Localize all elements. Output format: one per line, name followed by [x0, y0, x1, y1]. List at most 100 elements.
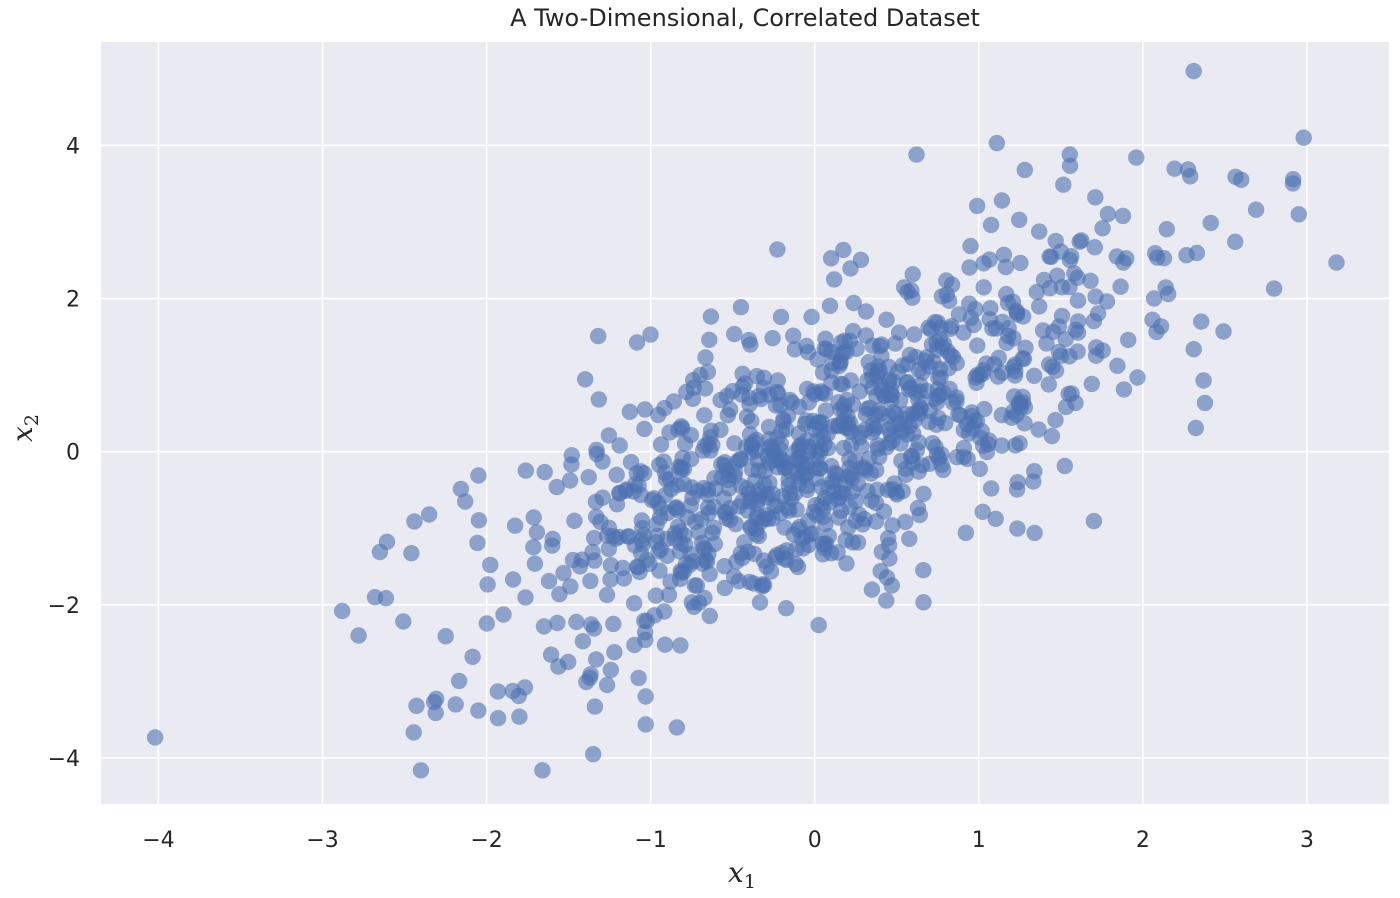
data-point — [840, 468, 857, 485]
data-point — [1112, 278, 1129, 295]
data-point — [551, 586, 568, 603]
data-point — [937, 414, 954, 432]
data-point — [988, 134, 1006, 152]
data-point — [989, 368, 1007, 385]
data-point — [1043, 427, 1061, 445]
data-point — [636, 401, 654, 418]
data-point — [1187, 419, 1205, 437]
x-tick-label: −4 — [142, 828, 174, 853]
data-point — [706, 470, 723, 487]
y-tick-label: −2 — [48, 594, 80, 619]
data-point — [918, 349, 936, 366]
data-point — [776, 458, 793, 476]
data-point — [883, 577, 900, 594]
data-point — [649, 527, 666, 544]
data-point — [897, 460, 914, 478]
data-point — [590, 391, 607, 408]
data-point — [588, 651, 605, 668]
data-point — [1073, 232, 1090, 249]
data-point — [848, 340, 865, 357]
data-point — [633, 512, 650, 529]
data-point — [1147, 245, 1164, 262]
data-point — [544, 537, 561, 554]
data-point — [528, 524, 546, 541]
data-point — [611, 484, 628, 502]
data-point — [611, 437, 628, 454]
data-point — [608, 466, 625, 483]
data-point — [536, 463, 553, 481]
data-point — [700, 435, 717, 452]
data-point — [1233, 171, 1250, 188]
data-point — [803, 308, 820, 326]
data-point — [740, 331, 758, 349]
x-tick-label: 2 — [1136, 828, 1150, 853]
data-point — [769, 383, 786, 401]
data-point — [873, 543, 890, 560]
x-tick-label: −1 — [634, 828, 666, 853]
data-point — [586, 552, 603, 569]
data-point — [1040, 356, 1058, 373]
data-point — [836, 332, 853, 349]
data-point — [975, 437, 992, 454]
data-point — [701, 607, 718, 625]
data-point — [1026, 524, 1043, 542]
data-point — [506, 517, 524, 534]
data-point — [928, 446, 946, 463]
data-point — [732, 450, 749, 468]
data-point — [810, 616, 827, 634]
data-point — [817, 515, 834, 533]
data-point — [727, 516, 744, 533]
data-point — [901, 381, 918, 398]
data-point — [955, 448, 972, 466]
data-point — [482, 556, 499, 574]
data-point — [962, 237, 979, 255]
data-point — [701, 331, 718, 348]
data-point — [840, 519, 857, 536]
data-point — [799, 477, 816, 495]
data-point — [931, 386, 949, 403]
data-point — [870, 363, 887, 381]
data-point — [817, 535, 835, 552]
data-point — [1185, 341, 1202, 358]
data-point — [894, 483, 911, 500]
data-point — [1055, 176, 1072, 193]
data-point — [805, 503, 822, 521]
data-point — [982, 216, 1000, 234]
data-point — [561, 472, 579, 489]
data-point — [1196, 394, 1214, 412]
data-point — [660, 586, 678, 604]
data-point — [655, 453, 672, 470]
data-point — [844, 396, 862, 413]
data-point — [582, 572, 599, 590]
data-point — [831, 357, 848, 374]
data-point — [887, 335, 904, 352]
data-point — [716, 579, 733, 597]
data-point — [620, 528, 638, 545]
data-point — [403, 545, 420, 562]
data-point — [1158, 221, 1176, 238]
data-point — [1031, 298, 1048, 315]
data-point — [1290, 206, 1308, 223]
data-point — [1087, 189, 1104, 206]
data-point — [590, 327, 607, 345]
data-point — [1148, 323, 1165, 341]
data-point — [700, 545, 717, 562]
data-point — [672, 523, 689, 540]
data-point — [637, 688, 654, 705]
data-point — [983, 480, 1000, 497]
data-point — [902, 448, 920, 465]
data-point — [1099, 205, 1117, 223]
data-point — [716, 558, 733, 575]
data-point — [586, 698, 604, 715]
y-tick-label: 2 — [66, 288, 80, 313]
data-point — [1227, 233, 1244, 250]
data-point — [636, 624, 654, 641]
y-tick-label: 4 — [66, 134, 80, 159]
data-point — [534, 762, 551, 779]
data-point — [656, 636, 674, 653]
data-point — [981, 251, 998, 268]
data-point — [854, 516, 871, 533]
data-point — [860, 450, 878, 467]
data-point — [697, 380, 714, 397]
data-point — [600, 427, 618, 444]
